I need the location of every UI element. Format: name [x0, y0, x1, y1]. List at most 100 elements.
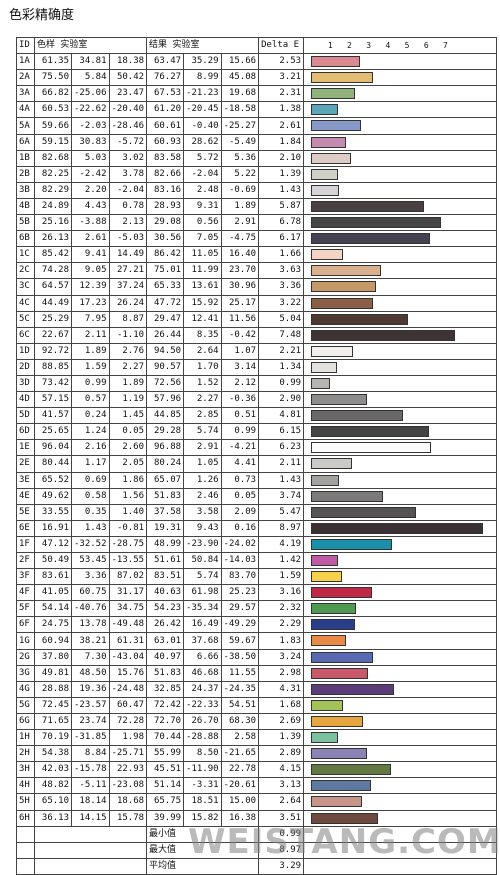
color-accuracy-table: ID 色样 实验室 结果 实验室 Delta E 1 2 3 4 5 6 7 1A 61.35… — [16, 36, 498, 875]
target-value: 2.76 — [108, 342, 148, 360]
result-value: 50.84 — [183, 551, 222, 570]
target-value: 25.16 — [34, 214, 72, 232]
result-value: 15.92 — [183, 294, 222, 312]
patch-id: 5D — [16, 407, 35, 425]
delta-bar-cell — [303, 214, 498, 232]
result-value: 24.37 — [183, 680, 222, 698]
target-value: 1.19 — [108, 391, 148, 409]
table-row: 6F 24.75 13.78 -49.48 26.42 16.49 -49.29 2.29 — [16, 616, 498, 634]
target-value: -25.06 — [71, 85, 110, 103]
delta-e-value: 1.39 — [258, 729, 305, 747]
result-value: 19.31 — [146, 519, 185, 537]
result-value: 45.51 — [146, 761, 185, 779]
result-value: 0.16 — [220, 519, 260, 537]
target-value: 17.23 — [71, 294, 110, 312]
result-value: 1.70 — [183, 358, 222, 376]
delta-bar-cell — [303, 101, 498, 119]
summary-spacer — [33, 825, 148, 843]
delta-bar-cell — [303, 374, 498, 393]
target-value: 96.04 — [34, 439, 72, 457]
target-value: 22.67 — [34, 326, 72, 344]
target-value: 44.49 — [34, 294, 72, 312]
result-value: 45.08 — [220, 69, 260, 87]
table-row: 6G 71.65 23.74 72.28 72.70 26.70 68.30 2.69 — [16, 712, 498, 731]
target-value: 65.52 — [34, 471, 72, 489]
header-result: 结果 实验室 — [146, 36, 260, 55]
watermark: WEISTANG.COM — [188, 822, 500, 862]
target-value: -22.62 — [71, 101, 110, 119]
delta-e-value: 5.04 — [258, 310, 305, 328]
table-row: 2H 54.38 8.84 -25.71 55.99 8.50 -21.65 2.89 — [16, 745, 498, 763]
target-value: 14.49 — [108, 246, 148, 264]
target-value: 23.74 — [71, 712, 110, 731]
delta-bar — [311, 136, 347, 148]
target-value: 26.24 — [108, 294, 148, 312]
table-row: 1B 82.68 5.03 3.02 83.58 5.72 5.36 2.10 — [16, 149, 498, 167]
result-value: 6.66 — [183, 648, 222, 666]
result-value: 72.56 — [146, 374, 185, 393]
delta-bar-cell — [303, 262, 498, 280]
delta-e-value: 2.53 — [258, 53, 305, 71]
result-value: 2.46 — [183, 487, 222, 505]
target-value: 54.38 — [34, 745, 72, 763]
patch-id: 2B — [16, 165, 35, 183]
result-value: 2.09 — [220, 503, 260, 521]
summary-spacer — [33, 841, 148, 859]
target-value: 83.61 — [34, 568, 72, 586]
patch-id: 4A — [16, 101, 35, 119]
delta-e-value: 3.74 — [258, 487, 305, 505]
target-value: 15.78 — [108, 809, 148, 827]
result-value: 63.01 — [146, 632, 185, 650]
result-value: 5.22 — [220, 165, 260, 183]
patch-id: 1H — [16, 729, 35, 747]
target-value: 28.88 — [34, 680, 72, 698]
result-value: -35.34 — [183, 600, 222, 618]
patch-id: 6B — [16, 230, 35, 248]
delta-bar-cell — [303, 664, 498, 682]
delta-e-value: 2.31 — [258, 85, 305, 103]
target-value: 61.35 — [34, 53, 72, 71]
delta-bar-cell — [303, 503, 498, 521]
target-value: 23.47 — [108, 85, 148, 103]
delta-e-value: 1.42 — [258, 551, 305, 570]
delta-e-value: 4.31 — [258, 680, 305, 698]
target-value: 0.69 — [71, 471, 110, 489]
result-value: 30.96 — [220, 278, 260, 296]
target-value: 85.42 — [34, 246, 72, 264]
target-value: -24.48 — [108, 680, 148, 698]
result-value: -25.27 — [220, 117, 260, 135]
patch-id: 6D — [16, 423, 35, 441]
target-value: -43.04 — [108, 648, 148, 666]
target-value: -25.71 — [108, 745, 148, 763]
target-value: 34.75 — [108, 600, 148, 618]
delta-bar — [311, 699, 344, 711]
target-value: 30.83 — [71, 133, 110, 151]
target-value: -40.76 — [71, 600, 110, 618]
target-value: 0.57 — [71, 391, 110, 409]
table-row: 4D 57.15 0.57 1.19 57.96 2.27 -0.36 2.90 — [16, 391, 498, 409]
patch-id: 5F — [16, 600, 35, 618]
result-value: -21.65 — [220, 745, 260, 763]
target-value: 0.05 — [108, 423, 148, 441]
result-value: 25.17 — [220, 294, 260, 312]
delta-bar — [311, 442, 431, 454]
patch-id: 5G — [16, 696, 35, 714]
result-value: 2.58 — [220, 729, 260, 747]
delta-bar-cell — [303, 358, 498, 376]
patch-id: 1G — [16, 632, 35, 650]
result-value: 2.91 — [220, 214, 260, 232]
result-value: 28.93 — [146, 197, 185, 216]
result-value: 86.42 — [146, 246, 185, 264]
delta-bar-cell — [303, 439, 498, 457]
target-value: 1.40 — [108, 503, 148, 521]
result-value: 54.51 — [220, 696, 260, 714]
delta-bar-cell — [303, 230, 498, 248]
delta-bar-cell — [303, 568, 498, 586]
result-value: 1.26 — [183, 471, 222, 489]
table-row: 3E 65.52 0.69 1.86 65.07 1.26 0.73 1.43 — [16, 471, 498, 489]
result-value: 47.72 — [146, 294, 185, 312]
table-row: 5A 59.66 -2.03 -28.46 60.61 -0.40 -25.27 2.61 — [16, 117, 498, 135]
delta-bar — [311, 184, 339, 196]
target-value: 1.89 — [71, 342, 110, 360]
patch-id: 4B — [16, 197, 35, 216]
